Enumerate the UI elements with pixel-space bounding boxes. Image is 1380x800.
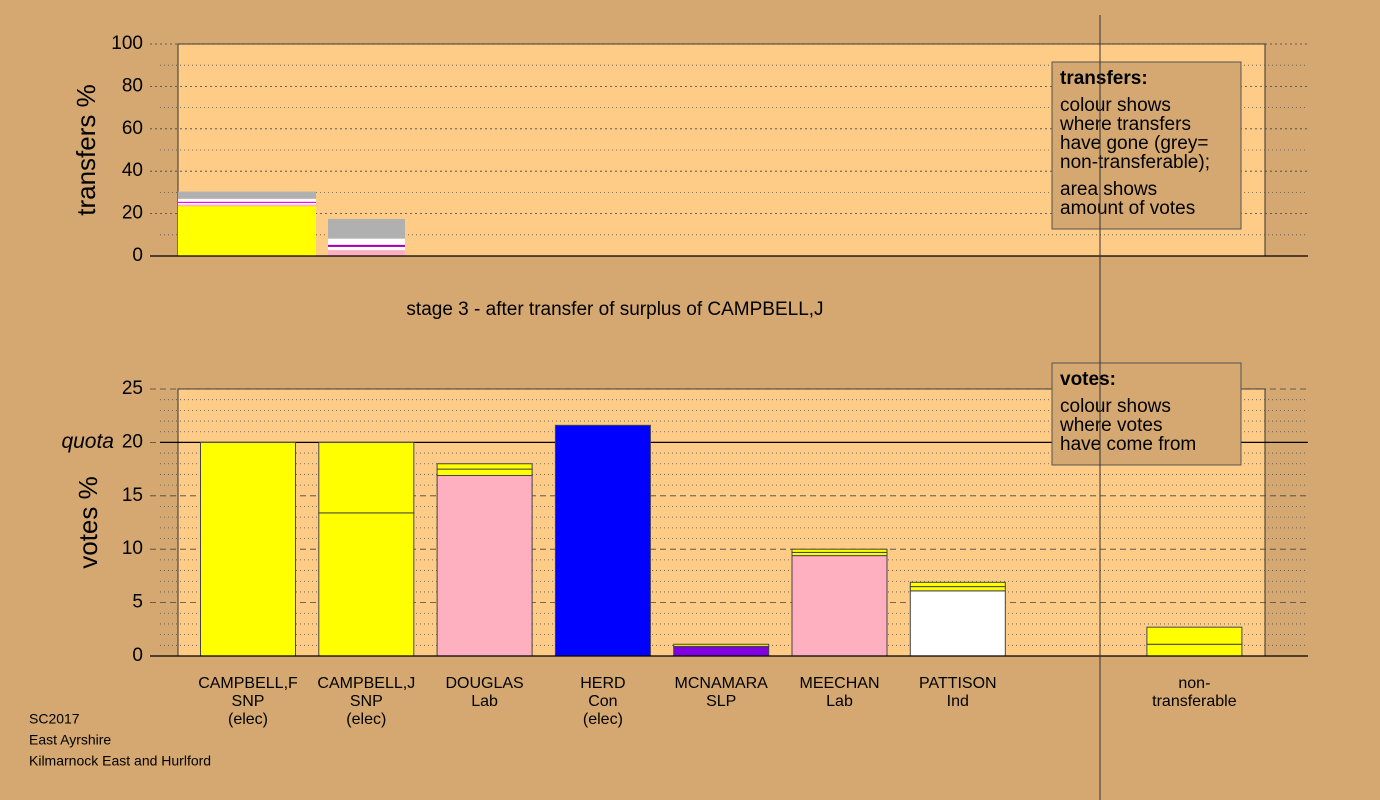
x-tick-label: SNP [350, 693, 383, 710]
bar-segment [791, 555, 888, 657]
y-axis-title: votes % [73, 476, 103, 569]
bar-segment [909, 590, 1006, 657]
y-tick-label: 25 [122, 378, 143, 399]
bar-segment [178, 204, 316, 207]
legend-title: votes: [1060, 369, 1116, 390]
x-tick-label: Lab [826, 693, 853, 710]
bar-segment [200, 441, 296, 657]
y-tick-label: 20 [122, 431, 143, 452]
bar-segment [328, 244, 405, 247]
legend-text: where votes [1059, 415, 1162, 436]
y-tick-label: 60 [122, 118, 143, 139]
footer-text: Kilmarnock East and Hurlford [29, 753, 211, 769]
legend-text: have come from [1060, 434, 1196, 455]
x-tick-label: (elec) [228, 711, 268, 728]
legend-text: area shows [1060, 179, 1157, 200]
bar-segment [436, 463, 533, 470]
x-tick-label: non- [1178, 675, 1210, 692]
bar-segment [178, 203, 316, 205]
x-tick-label: SNP [232, 693, 265, 710]
bar-segment [178, 191, 316, 199]
legend-text: non-transferable); [1060, 152, 1210, 173]
y-tick-label: 5 [132, 592, 143, 613]
footer-text: SC2017 [29, 711, 80, 727]
x-tick-label: CAMPBELL,F [198, 675, 298, 692]
bar-segment [318, 441, 415, 514]
legend-title: transfers: [1060, 68, 1148, 89]
x-tick-label: MCNAMARA [675, 675, 769, 692]
bar-segment [1146, 626, 1243, 645]
x-tick-label: CAMPBELL,J [317, 675, 415, 692]
x-tick-label: (elec) [583, 711, 623, 728]
footer-text: East Ayrshire [29, 732, 111, 748]
bar-segment [436, 475, 533, 657]
bar-segment [328, 218, 405, 239]
x-tick-label: Con [588, 693, 617, 710]
bar-segment [909, 581, 1006, 588]
bar-segment [328, 250, 405, 256]
y-axis-title: transfers % [71, 84, 101, 216]
y-tick-label: 20 [122, 203, 143, 224]
bar-segment [554, 424, 651, 657]
x-tick-label: HERD [580, 675, 625, 692]
bar-segment [178, 206, 316, 256]
y-tick-label: 15 [122, 485, 143, 506]
bar-segment [328, 246, 405, 251]
x-tick-label: SLP [706, 693, 736, 710]
bar-segment [673, 645, 770, 657]
y-tick-label: 10 [122, 538, 143, 559]
y-tick-label: 80 [122, 75, 143, 96]
x-tick-label: MEECHAN [799, 675, 879, 692]
bar-segment [791, 548, 888, 553]
bar-segment [178, 201, 316, 203]
legend-text: have gone (grey= [1060, 133, 1208, 154]
y-tick-label: 0 [132, 645, 143, 666]
y-tick-label: 40 [122, 160, 143, 181]
legend-box [1051, 61, 1242, 230]
legend-text: colour shows [1060, 95, 1171, 116]
x-tick-label: Ind [947, 693, 969, 710]
bar-segment [909, 586, 1006, 592]
bar-segment [436, 468, 533, 477]
y-tick-label: 100 [111, 33, 143, 54]
legend-box [1051, 362, 1242, 466]
y-tick-label: 0 [132, 245, 143, 266]
bar-segment [1146, 643, 1243, 657]
bar-segment [673, 643, 770, 647]
subtitle: stage 3 - after transfer of surplus of C… [406, 299, 823, 320]
x-tick-label: DOUGLAS [445, 675, 523, 692]
x-tick-label: Lab [471, 693, 498, 710]
bar-segment [318, 512, 415, 657]
bar-segment [328, 238, 405, 245]
legend-text: where transfers [1059, 114, 1191, 135]
x-tick-label: transferable [1152, 693, 1237, 710]
x-tick-label: (elec) [346, 711, 386, 728]
bar-segment [178, 198, 316, 202]
legend-text: colour shows [1060, 396, 1171, 417]
x-tick-label: PATTISON [919, 675, 997, 692]
legend-text: amount of votes [1060, 198, 1195, 219]
quota-label: quota [61, 430, 114, 453]
